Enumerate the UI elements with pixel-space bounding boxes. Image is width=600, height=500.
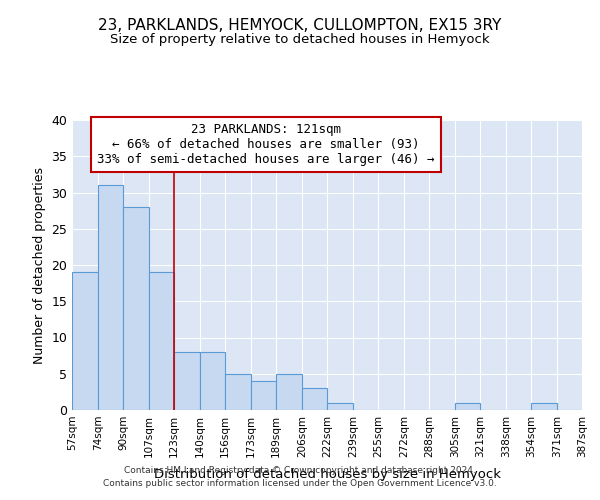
Bar bbox=[302, 388, 327, 410]
Y-axis label: Number of detached properties: Number of detached properties bbox=[33, 166, 46, 364]
Text: 23, PARKLANDS, HEMYOCK, CULLOMPTON, EX15 3RY: 23, PARKLANDS, HEMYOCK, CULLOMPTON, EX15… bbox=[98, 18, 502, 32]
Bar bbox=[327, 403, 353, 410]
Bar bbox=[276, 374, 302, 410]
Text: Contains HM Land Registry data © Crown copyright and database right 2024.
Contai: Contains HM Land Registry data © Crown c… bbox=[103, 466, 497, 487]
Bar bbox=[200, 352, 225, 410]
Bar bbox=[455, 403, 480, 410]
Text: 23 PARKLANDS: 121sqm
← 66% of detached houses are smaller (93)
33% of semi-detac: 23 PARKLANDS: 121sqm ← 66% of detached h… bbox=[97, 123, 434, 166]
Bar bbox=[251, 381, 276, 410]
Bar bbox=[174, 352, 200, 410]
Bar bbox=[123, 207, 149, 410]
Bar bbox=[72, 272, 98, 410]
Bar bbox=[225, 374, 251, 410]
Bar bbox=[98, 185, 123, 410]
Text: Size of property relative to detached houses in Hemyock: Size of property relative to detached ho… bbox=[110, 32, 490, 46]
X-axis label: Distribution of detached houses by size in Hemyock: Distribution of detached houses by size … bbox=[154, 468, 500, 481]
Bar bbox=[149, 272, 174, 410]
Bar bbox=[531, 403, 557, 410]
